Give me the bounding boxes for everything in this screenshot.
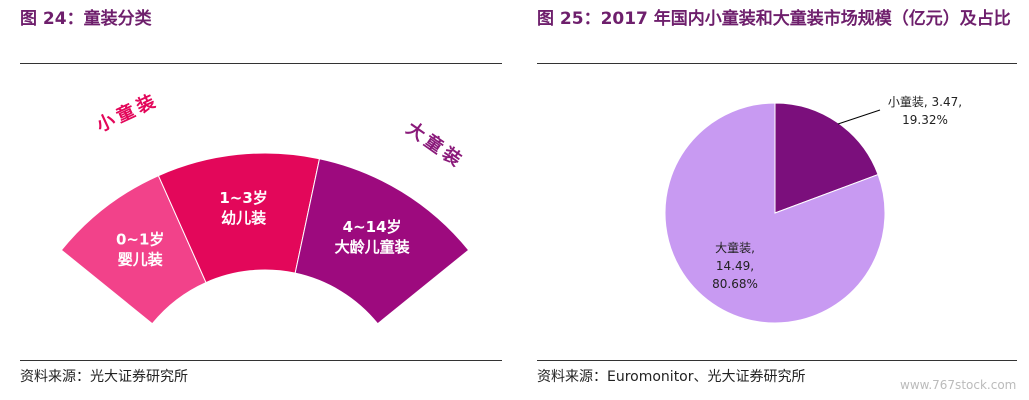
segment-label: 1~3岁	[219, 189, 267, 207]
slice-label: 大童装,	[715, 240, 755, 255]
watermark: www.767stock.com	[900, 378, 1017, 392]
slice-label: 80.68%	[712, 277, 758, 291]
rule	[20, 360, 502, 361]
slice-label: 19.32%	[902, 113, 948, 127]
group-label: 大童装	[402, 117, 469, 173]
segment-label: 大龄儿童装	[335, 238, 411, 256]
rule	[20, 63, 502, 64]
slice-label: 小童装, 3.47,	[888, 94, 962, 109]
source: 资料来源：Euromonitor、光大证券研究所	[537, 369, 806, 385]
segment-label: 4~14岁	[343, 218, 402, 236]
slice-label: 14.49,	[716, 259, 754, 273]
leader-line	[837, 109, 881, 125]
pie-slice	[664, 102, 886, 324]
pie-slice	[774, 102, 879, 214]
segment-label: 幼儿装	[221, 209, 267, 227]
group-label: 小童装	[93, 89, 162, 137]
left-title: 图 24：童装分类	[20, 9, 152, 29]
segment-label: 0~1岁	[116, 230, 164, 248]
segment-label: 婴儿装	[118, 250, 164, 268]
source: 资料来源：光大证券研究所	[20, 369, 188, 385]
rule	[537, 360, 1017, 361]
fan-segment	[294, 158, 470, 325]
rule	[537, 63, 1017, 64]
chart-title: 图 25：2017 年国内小童装和大童装市场规模（亿元）及占比	[537, 9, 1011, 29]
